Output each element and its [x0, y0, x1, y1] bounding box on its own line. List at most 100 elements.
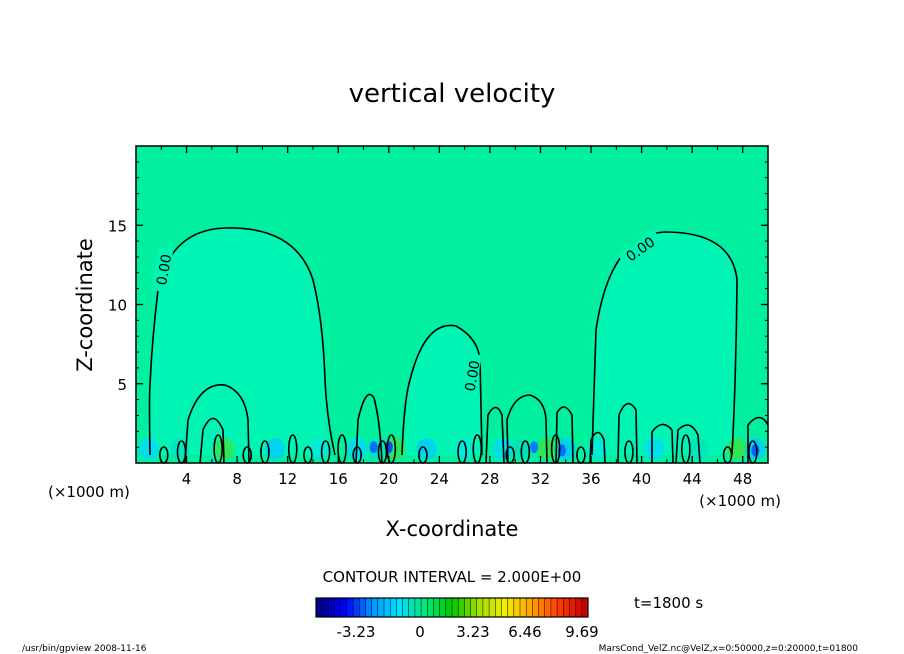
convective-cell: [309, 438, 330, 460]
y-tick-label: 15: [108, 217, 127, 235]
x-tick-label: 4: [182, 470, 192, 488]
contour-label: 0.00: [463, 359, 484, 392]
colorbar-segment: [544, 598, 552, 617]
x-axis-label: X-coordinate: [386, 517, 519, 541]
time-label: t=1800 s: [634, 594, 703, 612]
contour-labels: 0.000.000.00: [151, 229, 662, 399]
chart-title: vertical velocity: [349, 79, 556, 109]
contour-line: [591, 231, 738, 456]
colorbar-segment: [513, 598, 521, 617]
colorbar-segment: [489, 598, 496, 617]
colorbar-segment: [581, 598, 589, 617]
updraft-regions: [145, 227, 737, 455]
contour-label: 0.00: [154, 253, 175, 286]
convective-cell: [214, 438, 235, 460]
colorbar-tick-label: -3.23: [337, 623, 376, 641]
colorbar-tick-label: 3.23: [456, 623, 489, 641]
colorbar-segment: [439, 598, 447, 617]
colorbar-ticks: -3.23 0 3.23 6.46 9.69: [337, 623, 599, 641]
colorbar: [315, 597, 589, 618]
contour-line: [651, 423, 674, 464]
y-tick-label: 10: [108, 297, 127, 315]
colorbar-segment: [402, 598, 410, 617]
colorbar-tick-label: 0: [415, 623, 425, 641]
contour-interval: CONTOUR INTERVAL = 2.000E+00: [323, 568, 582, 586]
contour-line: [675, 424, 701, 464]
colorbar-segment: [507, 598, 515, 617]
updraft-region: [145, 227, 328, 455]
convective-cell: [138, 438, 159, 460]
colorbar-segment: [482, 598, 490, 617]
colorbar-segment: [322, 598, 329, 617]
contour-line: [184, 384, 250, 464]
colorbar-segment: [569, 598, 577, 617]
x-tick-label: 16: [329, 470, 348, 488]
colorbar-segment: [396, 598, 404, 617]
colorbar-tick-label: 6.46: [508, 623, 541, 641]
colorbar-segment: [359, 598, 366, 617]
downdraft-core: [751, 444, 760, 457]
colorbar-segment: [427, 598, 434, 617]
colorbar-segment: [334, 598, 342, 617]
colorbar-segment: [550, 598, 558, 617]
colorbar-segment: [414, 598, 422, 617]
colorbar-segment: [495, 598, 502, 617]
colorbar-segment: [353, 598, 360, 617]
y-tick-label: 5: [117, 376, 127, 394]
colorbar-segment: [470, 598, 478, 617]
contour-line: [506, 394, 548, 464]
colorbar-segment: [328, 598, 336, 617]
convective-cell: [644, 438, 665, 460]
x-axis: 4 8 12 16 20 24 28 32 36 40 44 48: [160, 146, 752, 488]
x-unit-right: (×1000 m): [699, 492, 781, 510]
x-tick-label: 8: [232, 470, 242, 488]
downdraft-core: [530, 441, 539, 454]
colorbar-segment: [365, 598, 373, 617]
colorbar-segment: [458, 598, 465, 617]
colorbar-segment: [377, 598, 385, 617]
contour-line: [555, 406, 574, 464]
colorbar-segment: [371, 598, 379, 617]
colorbar-segment: [476, 598, 484, 617]
colorbar-segment: [464, 598, 472, 617]
contour-line: [401, 324, 483, 456]
colorbar-segment: [538, 598, 546, 617]
colorbar-segment: [346, 598, 354, 617]
x-tick-label: 44: [683, 470, 702, 488]
colorbar-segment: [316, 598, 323, 617]
colorbar-segment: [532, 598, 540, 617]
contour-lines: [148, 227, 769, 464]
colorbar-segment: [340, 598, 348, 617]
colorbar-segment: [563, 598, 570, 617]
contour-label-bg: [459, 352, 482, 399]
downdraft-core: [369, 441, 378, 454]
x-tick-label: 36: [581, 470, 600, 488]
updraft-region: [592, 232, 737, 455]
colorbar-segment: [384, 598, 391, 617]
x-tick-label: 32: [531, 470, 550, 488]
colorbar-segment: [557, 598, 564, 617]
colorbar-segment: [452, 598, 459, 617]
convective-cell: [265, 438, 286, 460]
contour-line: [355, 393, 383, 464]
x-tick-label: 40: [632, 470, 651, 488]
contour-line: [747, 416, 769, 463]
contour-label-bg: [151, 246, 174, 293]
updraft-region: [402, 325, 482, 455]
x-tick-label: 20: [379, 470, 398, 488]
colorbar-segment: [575, 598, 583, 617]
contour-label-bg: [617, 229, 662, 267]
footer-left: /usr/bin/gpview 2008-11-16: [22, 644, 147, 654]
contour-line: [148, 227, 336, 456]
contour-line: [485, 406, 505, 464]
contour-line: [589, 431, 606, 464]
colorbar-segment: [390, 598, 397, 617]
y-axis-label: Z-coordinate: [73, 238, 97, 372]
colorbar-segment: [501, 598, 509, 617]
contour-line: [199, 417, 225, 464]
plot-area: 0.000.000.00: [135, 145, 769, 464]
x-tick-label: 28: [480, 470, 499, 488]
colorbar-segment: [421, 598, 428, 617]
colorbar-frame: [315, 597, 589, 618]
